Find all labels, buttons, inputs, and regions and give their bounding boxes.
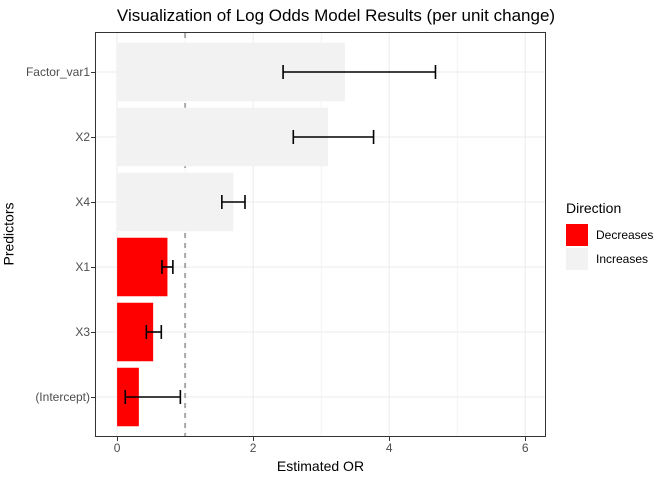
x-tick-label: 4	[385, 441, 393, 455]
x-axis-title: Estimated OR	[276, 458, 365, 474]
legend-title: Direction	[566, 200, 622, 216]
x-tick-mark	[525, 437, 527, 441]
plot-panel	[95, 32, 546, 437]
legend: Direction Decreases Increases	[566, 200, 670, 272]
x-tick-mark	[253, 437, 255, 441]
bar-X1	[117, 237, 168, 297]
y-axis-title: Predictors	[0, 202, 17, 266]
y-tick-label-X2: X2	[75, 130, 90, 144]
legend-swatch-icon	[566, 224, 588, 246]
y-tick-mark	[91, 397, 95, 398]
legend-items: Decreases Increases	[566, 224, 670, 270]
y-tick-label-X3: X3	[75, 325, 90, 339]
errorbar-X4	[221, 195, 246, 209]
legend-item-decreases: Decreases	[566, 224, 670, 246]
x-tick-label: 2	[249, 441, 257, 455]
errorbar-X3	[145, 325, 163, 339]
plot-area	[96, 33, 545, 436]
y-tick-mark	[91, 202, 95, 203]
bar-X4	[117, 172, 234, 232]
x-tick-label: 0	[113, 441, 121, 455]
y-tick-label-(Intercept): (Intercept)	[35, 390, 90, 404]
errorbar-Factor_var1	[282, 65, 437, 79]
errorbar-(Intercept)	[124, 390, 182, 404]
y-tick-mark	[91, 267, 95, 268]
y-tick-mark	[91, 137, 95, 138]
y-tick-mark	[91, 72, 95, 73]
errorbar-X1	[161, 260, 174, 274]
legend-label: Decreases	[596, 228, 654, 242]
y-tick-mark	[91, 332, 95, 333]
legend-item-increases: Increases	[566, 248, 670, 270]
y-tick-label-Factor_var1: Factor_var1	[25, 65, 90, 79]
legend-label: Increases	[596, 252, 649, 266]
x-tick-mark	[117, 437, 119, 441]
legend-swatch-icon	[566, 248, 588, 270]
errorbar-X2	[292, 130, 375, 144]
y-tick-label-X4: X4	[75, 195, 90, 209]
x-tick-mark	[389, 437, 391, 441]
x-tick-label: 6	[521, 441, 529, 455]
y-tick-label-X1: X1	[75, 260, 90, 274]
chart-title: Visualization of Log Odds Model Results …	[116, 6, 556, 25]
